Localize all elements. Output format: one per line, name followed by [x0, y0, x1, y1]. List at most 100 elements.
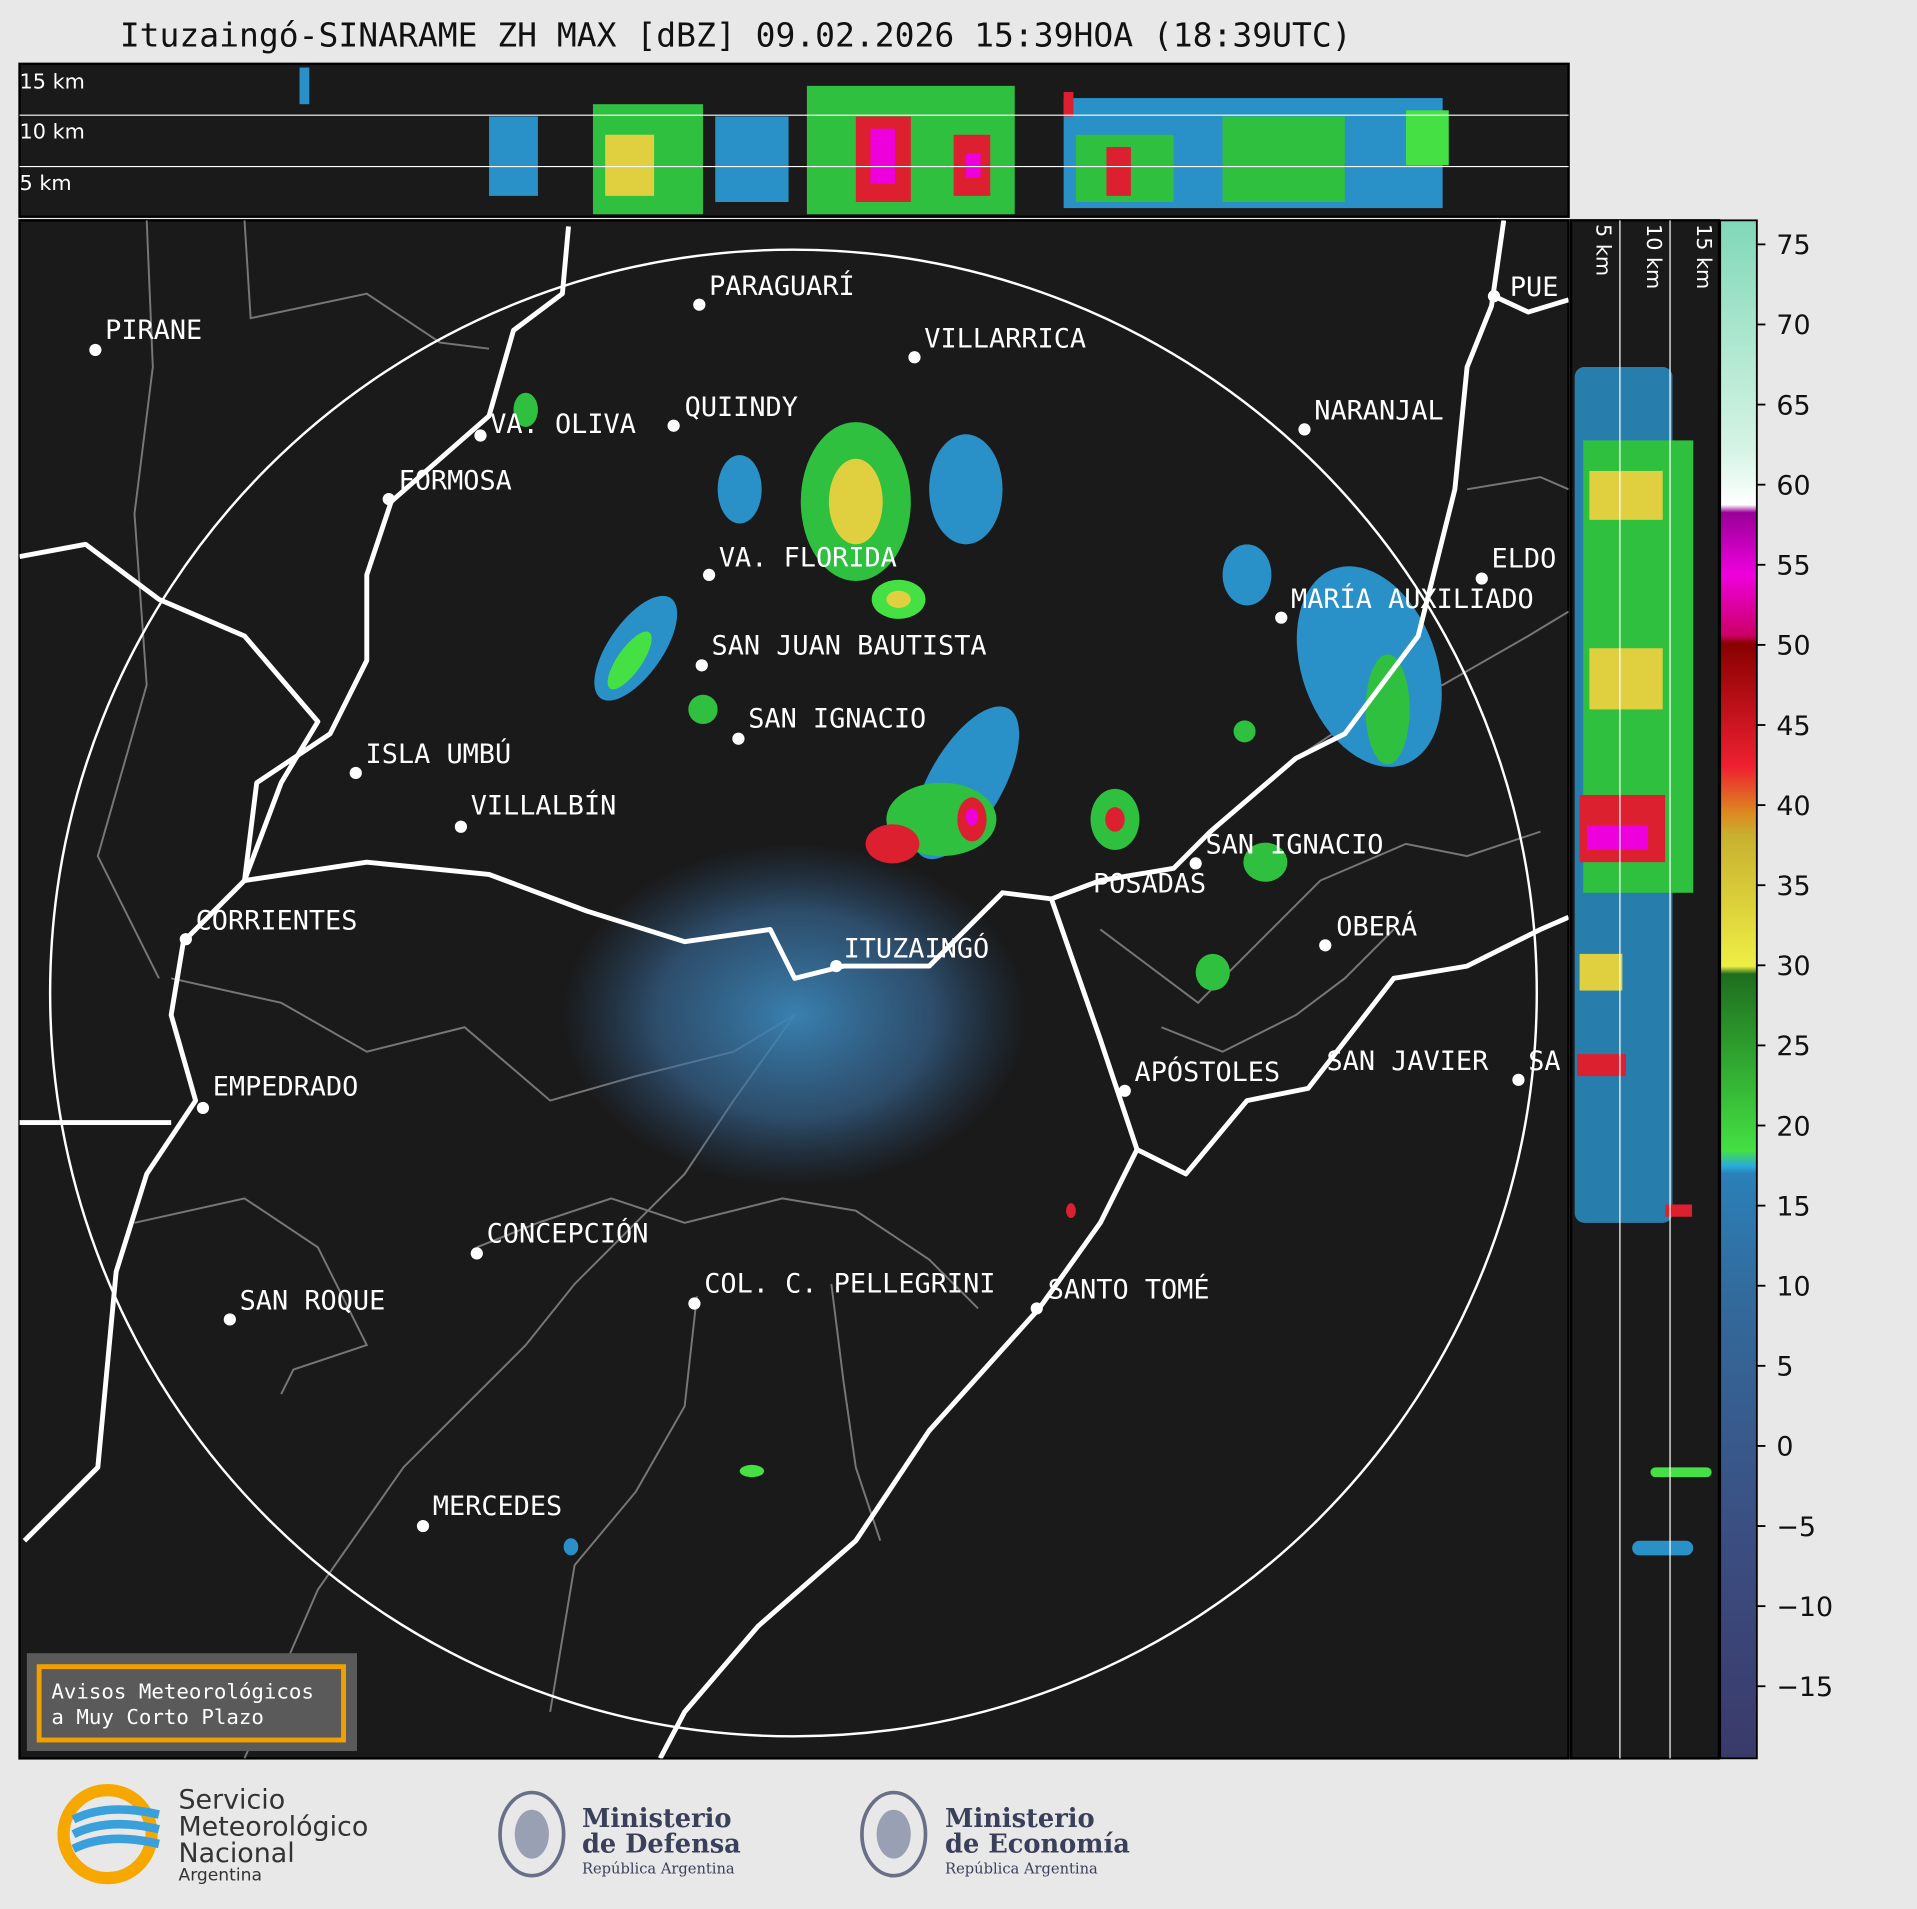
colorbar-tick-label: 45: [1776, 711, 1810, 742]
place-label: SAN JAVIER: [1326, 1046, 1489, 1077]
top-echoes: [299, 67, 1449, 215]
logo-smn: Servicio Meteorológico Nacional Argentin…: [57, 1784, 368, 1886]
logo-economia: Ministerio de Economía República Argenti…: [860, 1790, 1130, 1878]
altitude-label: 5 km: [1592, 224, 1616, 276]
radar-echoes: [513, 392, 1442, 1556]
place-dot: [693, 298, 706, 311]
altitude-label: 5 km: [20, 171, 72, 195]
colorbar-tick-label: −10: [1776, 1592, 1833, 1623]
place-label: CONCEPCIÓN: [487, 1217, 649, 1249]
logo-text: Meteorológico: [178, 1811, 368, 1842]
place-dot: [470, 1247, 483, 1260]
logo-text: Ministerio: [582, 1804, 732, 1834]
place-label: VILLARRICA: [924, 323, 1086, 354]
place-dot: [349, 766, 362, 780]
colorbar-tick-label: 15: [1776, 1191, 1810, 1222]
title: Ituzaingó-SINARAME ZH MAX [dBZ] 09.02.20…: [120, 16, 1352, 55]
place-label: CORRIENTES: [196, 905, 358, 936]
place-dot: [196, 1101, 210, 1115]
map-layer: PIRANE PARAGUARÍ VILLARRICA QUIINDY VA. …: [19, 220, 1569, 1759]
logo-defensa: Ministerio de Defensa República Argentin…: [498, 1790, 741, 1878]
borders: [96, 220, 1569, 1759]
place-label: PUE: [1510, 272, 1559, 303]
place-label: SANTO TOMÉ: [1048, 1274, 1210, 1306]
altitude-label: 15 km: [20, 69, 85, 93]
place-dot: [732, 732, 745, 745]
place-label: PIRANE: [105, 315, 202, 346]
place-label: COL. C. PELLEGRINI: [704, 1269, 995, 1300]
place-dot: [702, 568, 716, 582]
colorbar: [1719, 219, 1758, 1760]
place-dot: [830, 960, 843, 973]
place-dot: [695, 659, 708, 672]
place-label: SAN IGNACIO: [748, 704, 926, 735]
place-dot: [89, 343, 102, 357]
colorbar-tick-label: 75: [1776, 230, 1810, 261]
place-dot: [223, 1313, 236, 1326]
place-label: ISLA UMBÚ: [366, 738, 512, 770]
place-label: SA: [1528, 1046, 1560, 1077]
place-dot: [1475, 572, 1488, 585]
logo-text: Argentina: [178, 1866, 261, 1886]
colorbar-tick-label: 60: [1776, 470, 1810, 501]
place-dot: [416, 1519, 430, 1533]
warning-text: Avisos Meteorológicos: [51, 1679, 314, 1703]
place-label: VILLALBÍN: [471, 790, 617, 822]
places: PIRANE PARAGUARÍ VILLARRICA QUIINDY VA. …: [89, 270, 1561, 1533]
altitude-label: 10 km: [20, 119, 85, 143]
place-label: QUIINDY: [685, 392, 798, 423]
warning-panel: [26, 1653, 357, 1752]
logo-text: de Defensa: [582, 1829, 741, 1859]
colorbar-tick-label: −15: [1776, 1672, 1833, 1703]
logo-text: Ministerio: [945, 1804, 1095, 1834]
place-dot: [667, 419, 680, 432]
colorbar-tick-label: 20: [1776, 1111, 1810, 1142]
place-dot: [1319, 939, 1332, 952]
place-label: ELDO: [1492, 544, 1557, 575]
place-label: APÓSTOLES: [1135, 1056, 1281, 1088]
place-dot: [1189, 857, 1202, 870]
colorbar-tick-label: 70: [1776, 310, 1810, 341]
logo-text: Servicio: [178, 1784, 285, 1815]
place-label: POSADAS: [1093, 869, 1206, 900]
place-dot: [1275, 611, 1288, 624]
colorbar-tick-label: 10: [1776, 1272, 1810, 1303]
colorbar-tick-label: 25: [1776, 1031, 1810, 1062]
rivers: [19, 220, 1569, 1759]
place-dot: [1118, 1084, 1131, 1097]
place-dot: [382, 492, 395, 506]
place-label: SAN JUAN BAUTISTA: [712, 630, 987, 661]
warning-text: a Muy Corto Plazo: [51, 1705, 264, 1729]
colorbar-tick-label: 40: [1776, 791, 1810, 822]
colorbar-tick-label: 0: [1776, 1432, 1793, 1463]
place-label: EMPEDRADO: [213, 1072, 359, 1103]
colorbar-tick-label: 55: [1776, 551, 1810, 582]
place-label: MERCEDES: [433, 1491, 562, 1522]
place-label: MARÍA AUXILIADO: [1291, 583, 1534, 615]
logo-text: República Argentina: [945, 1860, 1098, 1877]
place-label: PARAGUARÍ: [709, 270, 855, 302]
colorbar-tick-label: 35: [1776, 871, 1810, 902]
place-label: VA. FLORIDA: [719, 542, 897, 573]
place-dot: [1298, 423, 1311, 436]
place-label: NARANJAL: [1314, 396, 1443, 427]
place-dot: [908, 351, 921, 364]
altitude-label: 15 km: [1692, 224, 1716, 289]
colorbar-tick-label: 65: [1776, 390, 1810, 421]
logo-text: de Economía: [945, 1829, 1130, 1859]
place-label: OBERÁ: [1336, 911, 1417, 943]
warning-box[interactable]: [36, 1664, 346, 1743]
colorbar-tick-label: 50: [1776, 631, 1810, 662]
colorbar-tick-label: 30: [1776, 951, 1810, 982]
place-label: SAN IGNACIO: [1205, 830, 1383, 861]
place-label: FORMOSA: [399, 465, 512, 496]
place-dot: [1487, 290, 1501, 303]
place-dot: [474, 429, 487, 442]
place-dot: [179, 933, 192, 946]
place-label: SAN ROQUE: [240, 1286, 386, 1317]
colorbar-tick-label: 5: [1776, 1352, 1793, 1383]
logo-text: República Argentina: [582, 1860, 735, 1877]
place-label: ITUZAINGÓ: [844, 933, 990, 965]
place-label: VA. OLIVA: [490, 409, 636, 440]
